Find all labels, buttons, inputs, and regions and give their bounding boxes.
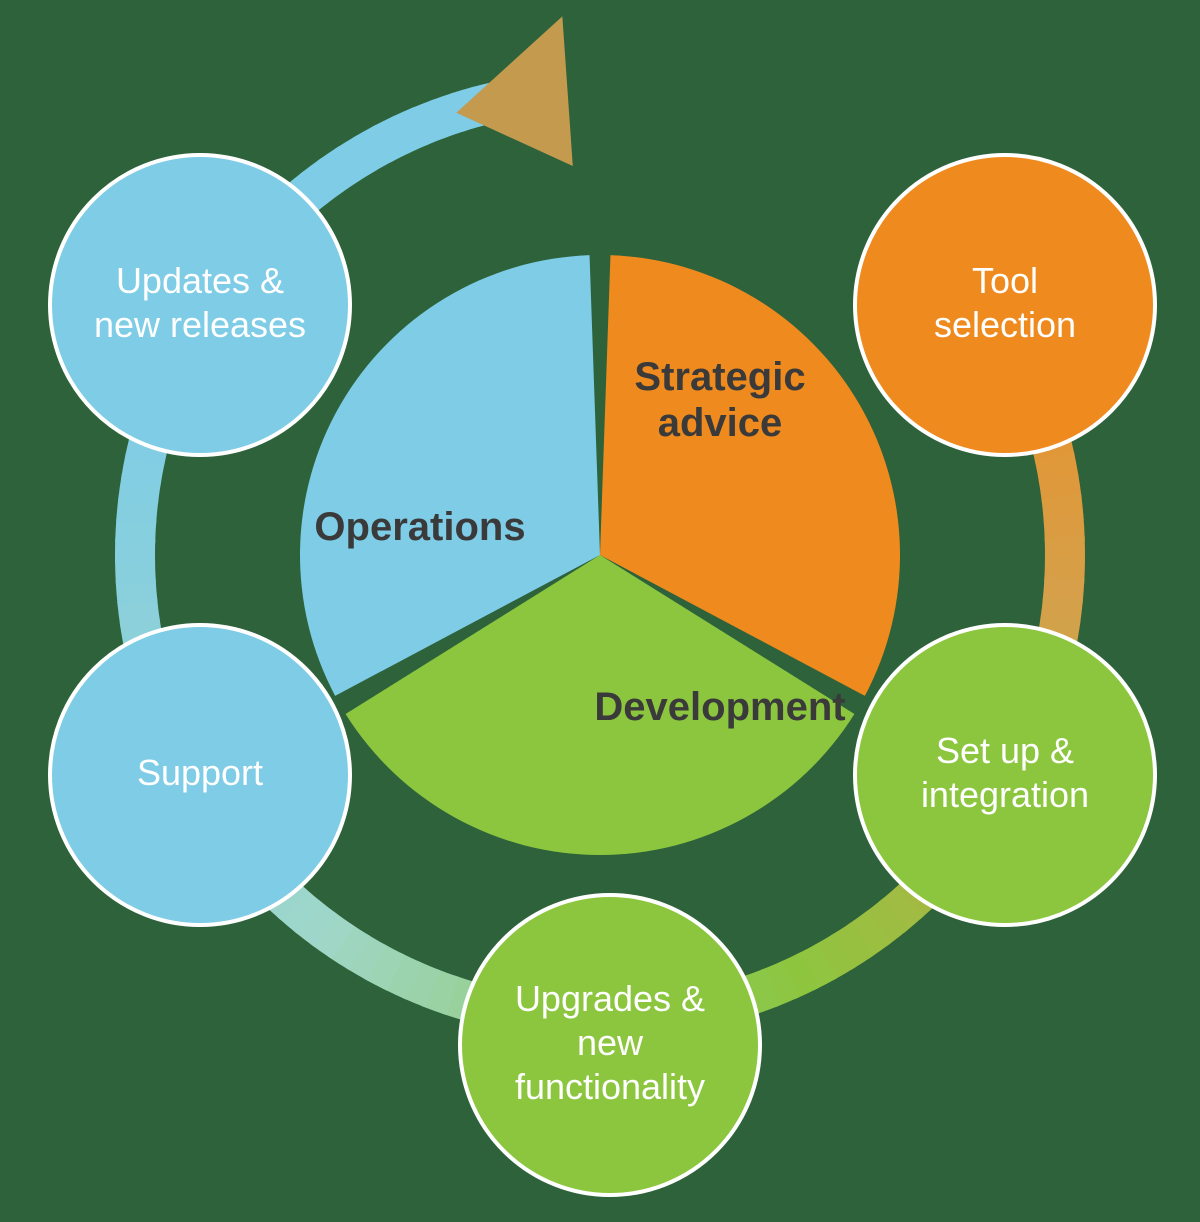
pie-label-line: Development (594, 685, 845, 729)
pie-label-operations: Operations (314, 505, 525, 549)
satellite-label-support: Support (137, 752, 263, 793)
pie-label-line: Operations (314, 505, 525, 549)
lifecycle-diagram: Strategicadvice Development Operations Too… (0, 0, 1200, 1222)
satellite-updates: Updates &new releases (50, 155, 350, 455)
satellite-label-line: selection (934, 304, 1076, 345)
satellite-label-line: Support (137, 752, 263, 793)
pie-chart: Strategicadvice Development Operations (300, 255, 900, 855)
satellite-label-line: Set up & (936, 730, 1074, 771)
satellite-label-line: new releases (94, 304, 306, 345)
satellite-tool-selection: Toolselection (855, 155, 1155, 455)
satellite-label-line: Updates & (116, 260, 284, 301)
satellite-upgrades: Upgrades &newfunctionality (460, 895, 760, 1195)
pie-label-line: Strategic (634, 355, 805, 399)
satellite-setup-integration: Set up &integration (855, 625, 1155, 925)
satellite-support: Support (50, 625, 350, 925)
satellite-label-line: new (577, 1022, 644, 1063)
satellite-label-line: Tool (972, 260, 1038, 301)
pie-label-line: advice (658, 401, 783, 445)
satellite-label-line: integration (921, 774, 1089, 815)
satellite-label-line: functionality (515, 1066, 705, 1107)
pie-label-development: Development (594, 685, 845, 729)
satellite-label-line: Upgrades & (515, 978, 705, 1019)
